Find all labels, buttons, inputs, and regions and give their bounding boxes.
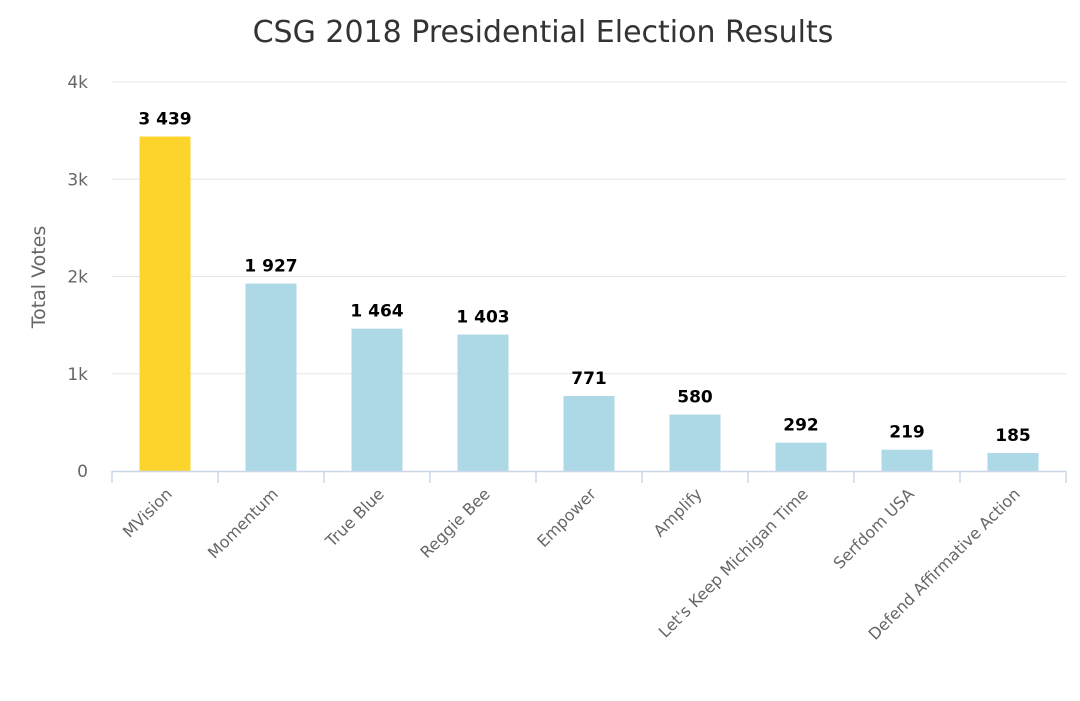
y-tick-label: 1k xyxy=(67,365,88,385)
data-label: 185 xyxy=(995,426,1031,446)
data-label: 1 927 xyxy=(244,257,297,277)
y-axis-ticks: 0 1k 2k 3k 4k xyxy=(67,73,88,482)
y-tick-label: 2k xyxy=(67,268,88,288)
bar[interactable] xyxy=(987,453,1039,471)
y-axis-label: Total Votes xyxy=(28,226,50,330)
bars xyxy=(139,136,1039,471)
bar[interactable] xyxy=(457,334,509,471)
bar[interactable] xyxy=(139,136,191,471)
y-tick-label: 4k xyxy=(67,73,88,93)
bar[interactable] xyxy=(669,414,721,471)
y-tick-label: 0 xyxy=(77,462,88,482)
bar[interactable] xyxy=(775,442,827,471)
x-tick-label: Momentum xyxy=(204,484,282,562)
data-label: 1 403 xyxy=(456,308,509,328)
x-tick-label: Amplify xyxy=(650,484,706,540)
data-label: 3 439 xyxy=(138,110,191,130)
data-label: 1 464 xyxy=(350,302,403,322)
bar[interactable] xyxy=(881,449,933,471)
data-label: 292 xyxy=(783,416,819,436)
x-axis-ticks: MVision Momentum True Blue Reggie Bee Empowe… xyxy=(119,484,1024,644)
data-labels: 3 439 1 927 1 464 1 403 771 580 292 219 185 xyxy=(138,110,1030,446)
chart-title: CSG 2018 Presidential Election Results xyxy=(253,15,834,50)
x-tick-label: Empower xyxy=(533,484,600,551)
y-tick-label: 3k xyxy=(67,170,88,190)
x-tick-label: Reggie Bee xyxy=(416,484,493,561)
x-tick-label: Serfdom USA xyxy=(829,484,917,572)
bar[interactable] xyxy=(351,328,403,471)
data-label: 771 xyxy=(571,369,607,389)
x-axis xyxy=(111,470,1067,483)
data-label: 580 xyxy=(677,388,713,408)
x-tick-label: MVision xyxy=(119,484,176,541)
gridlines xyxy=(112,81,1066,375)
bar[interactable] xyxy=(563,396,615,471)
x-tick-label: True Blue xyxy=(321,484,388,551)
data-label: 219 xyxy=(889,423,925,443)
bar[interactable] xyxy=(245,283,297,471)
